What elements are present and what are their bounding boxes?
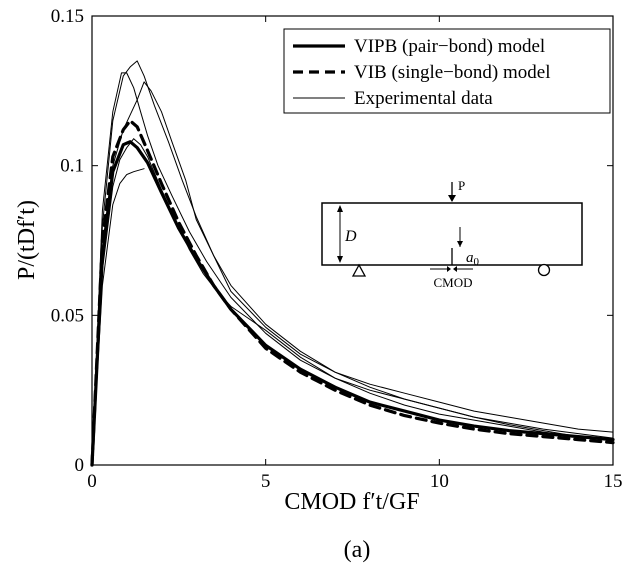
specimen-inset: P D a0 CMOD [321, 178, 583, 290]
plot-frame [91, 15, 614, 466]
legend-box [283, 28, 611, 114]
legend-label-vipb: VIPB (pair−bond) model [354, 36, 545, 57]
x-tick-label: 5 [261, 471, 271, 492]
legend-label-experimental: Experimental data [354, 88, 493, 109]
y-tick-label: 0.05 [51, 305, 84, 326]
series-line-7 [91, 168, 145, 466]
series-line-3 [91, 60, 614, 466]
depth-label: D [344, 228, 357, 245]
load-arrowhead [448, 195, 456, 202]
x-axis-label: CMOD f′t/GF [284, 489, 419, 515]
legend-label-vib: VIB (single−bond) model [354, 62, 550, 83]
tick-layer: 0 5 10 15 0 0.05 0.1 0.15 [51, 6, 623, 492]
legend: VIPB (pair−bond) model VIB (single−bond)… [283, 28, 611, 114]
series-line-4 [91, 72, 614, 466]
series-layer [90, 60, 615, 467]
series-line-6 [91, 138, 614, 466]
depth-arrow-bottom [337, 256, 343, 263]
series-line-2 [90, 119, 615, 467]
notch-dimension-arrow [457, 241, 463, 247]
notch-label: a0 [466, 250, 480, 268]
series-line-5 [91, 81, 614, 466]
x-tick-label: 0 [87, 471, 97, 492]
cmod-label: CMOD [433, 275, 472, 290]
panel-label: (a) [344, 537, 371, 563]
y-tick-label: 0 [75, 455, 85, 476]
cmod-arrowhead-left [447, 266, 451, 272]
roller-support [537, 263, 551, 277]
series-line-1 [90, 140, 615, 467]
y-tick-label: 0.1 [60, 156, 84, 177]
depth-arrow-top [337, 205, 343, 212]
y-tick-label: 0.15 [51, 6, 84, 27]
y-axis-label: P/(tDf′t) [14, 200, 40, 280]
cmod-arrowhead-right [453, 266, 457, 272]
x-tick-label: 15 [604, 471, 623, 492]
pin-support [351, 263, 367, 277]
notch-subscript: 0 [474, 256, 480, 268]
load-label: P [458, 178, 465, 193]
x-tick-label: 10 [430, 471, 449, 492]
